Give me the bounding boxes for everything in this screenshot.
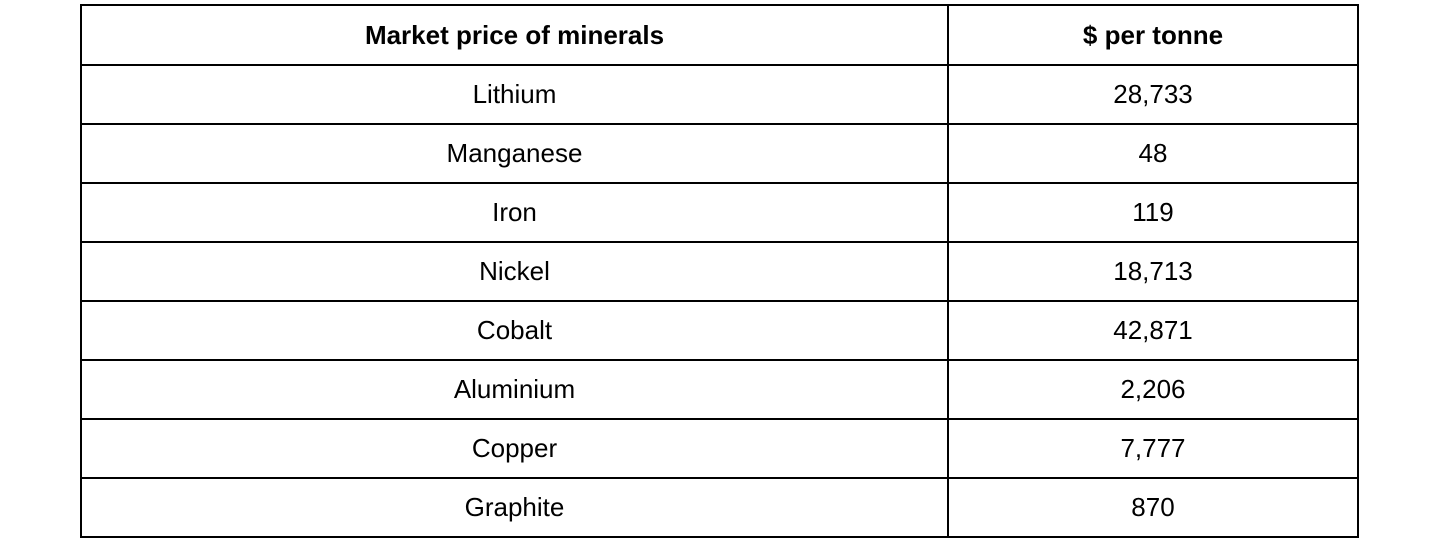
table-row: Graphite 870 <box>80 477 1359 538</box>
mineral-cell: Copper <box>80 418 949 479</box>
header-cell: Market price of minerals <box>80 4 949 66</box>
table-row: Manganese 48 <box>80 123 1359 184</box>
mineral-cell: Manganese <box>80 123 949 184</box>
table-row: Copper 7,777 <box>80 418 1359 479</box>
table-row: Cobalt 42,871 <box>80 300 1359 361</box>
table-row: Lithium 28,733 <box>80 64 1359 125</box>
mineral-cell: Graphite <box>80 477 949 538</box>
mineral-cell: Cobalt <box>80 300 949 361</box>
price-cell: 7,777 <box>947 418 1359 479</box>
price-table: Market price of minerals $ per tonne Lit… <box>80 4 1359 538</box>
price-cell: 18,713 <box>947 241 1359 302</box>
mineral-cell: Aluminium <box>80 359 949 420</box>
price-cell: 2,206 <box>947 359 1359 420</box>
price-cell: 42,871 <box>947 300 1359 361</box>
table-header: Market price of minerals $ per tonne <box>80 4 1359 66</box>
table-body: Lithium 28,733 Manganese 48 Iron 119 Nickel 18,… <box>80 64 1359 538</box>
price-cell: 48 <box>947 123 1359 184</box>
header-cell: $ per tonne <box>947 4 1359 66</box>
price-cell: 28,733 <box>947 64 1359 125</box>
table-row: Nickel 18,713 <box>80 241 1359 302</box>
table-row: Aluminium 2,206 <box>80 359 1359 420</box>
header-row: Market price of minerals $ per tonne <box>80 4 1359 66</box>
mineral-cell: Nickel <box>80 241 949 302</box>
price-cell: 119 <box>947 182 1359 243</box>
price-cell: 870 <box>947 477 1359 538</box>
mineral-cell: Iron <box>80 182 949 243</box>
mineral-cell: Lithium <box>80 64 949 125</box>
table-row: Iron 119 <box>80 182 1359 243</box>
